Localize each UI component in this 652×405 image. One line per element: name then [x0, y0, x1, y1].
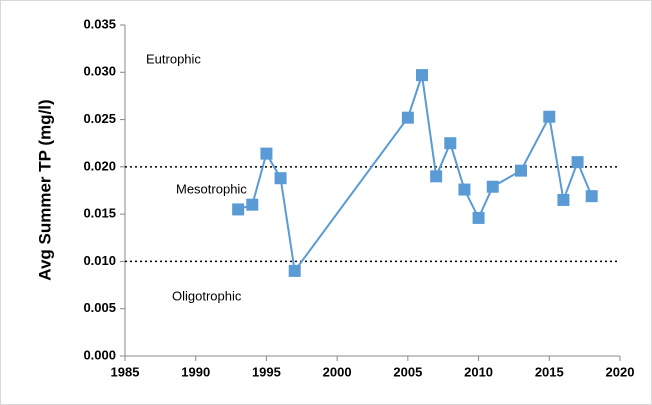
- data-point: [288, 264, 301, 277]
- x-tick-label: 2015: [535, 364, 564, 379]
- data-point: [430, 170, 443, 183]
- x-tick-label: 2010: [464, 364, 493, 379]
- data-point: [543, 110, 556, 123]
- data-point: [571, 156, 584, 169]
- x-tick-label: 1985: [111, 364, 140, 379]
- y-tick-label: 0.000: [83, 347, 116, 362]
- x-tick-label: 1995: [252, 364, 281, 379]
- y-tick-label: 0.005: [83, 300, 116, 315]
- data-point: [260, 147, 273, 160]
- x-tick-label: 2000: [323, 364, 352, 379]
- data-point: [486, 180, 499, 193]
- data-point: [246, 198, 259, 211]
- data-point: [458, 183, 471, 196]
- data-point: [232, 203, 245, 216]
- data-point: [557, 193, 570, 206]
- data-point: [416, 69, 428, 82]
- y-tick-label: 0.035: [83, 16, 116, 31]
- y-tick-label: 0.015: [83, 206, 116, 221]
- data-point: [401, 111, 414, 124]
- x-tick-label: 1990: [181, 364, 210, 379]
- data-point: [444, 137, 457, 150]
- x-tick-label: 2005: [393, 364, 422, 379]
- annotation: Eutrophic: [146, 51, 201, 66]
- y-axis-label: Avg Summer TP (mg/l): [35, 99, 54, 280]
- annotation: Oligotrophic: [172, 288, 242, 303]
- data-point: [585, 190, 598, 203]
- data-point: [472, 211, 485, 224]
- y-tick-label: 0.010: [83, 253, 116, 268]
- annotation: Mesotrophic: [176, 181, 247, 196]
- y-tick-label: 0.025: [83, 111, 116, 126]
- data-point: [515, 164, 527, 177]
- x-tick-label: 2020: [606, 364, 635, 379]
- y-tick-label: 0.030: [83, 64, 116, 79]
- y-tick-label: 0.020: [83, 158, 116, 173]
- data-point: [274, 172, 287, 185]
